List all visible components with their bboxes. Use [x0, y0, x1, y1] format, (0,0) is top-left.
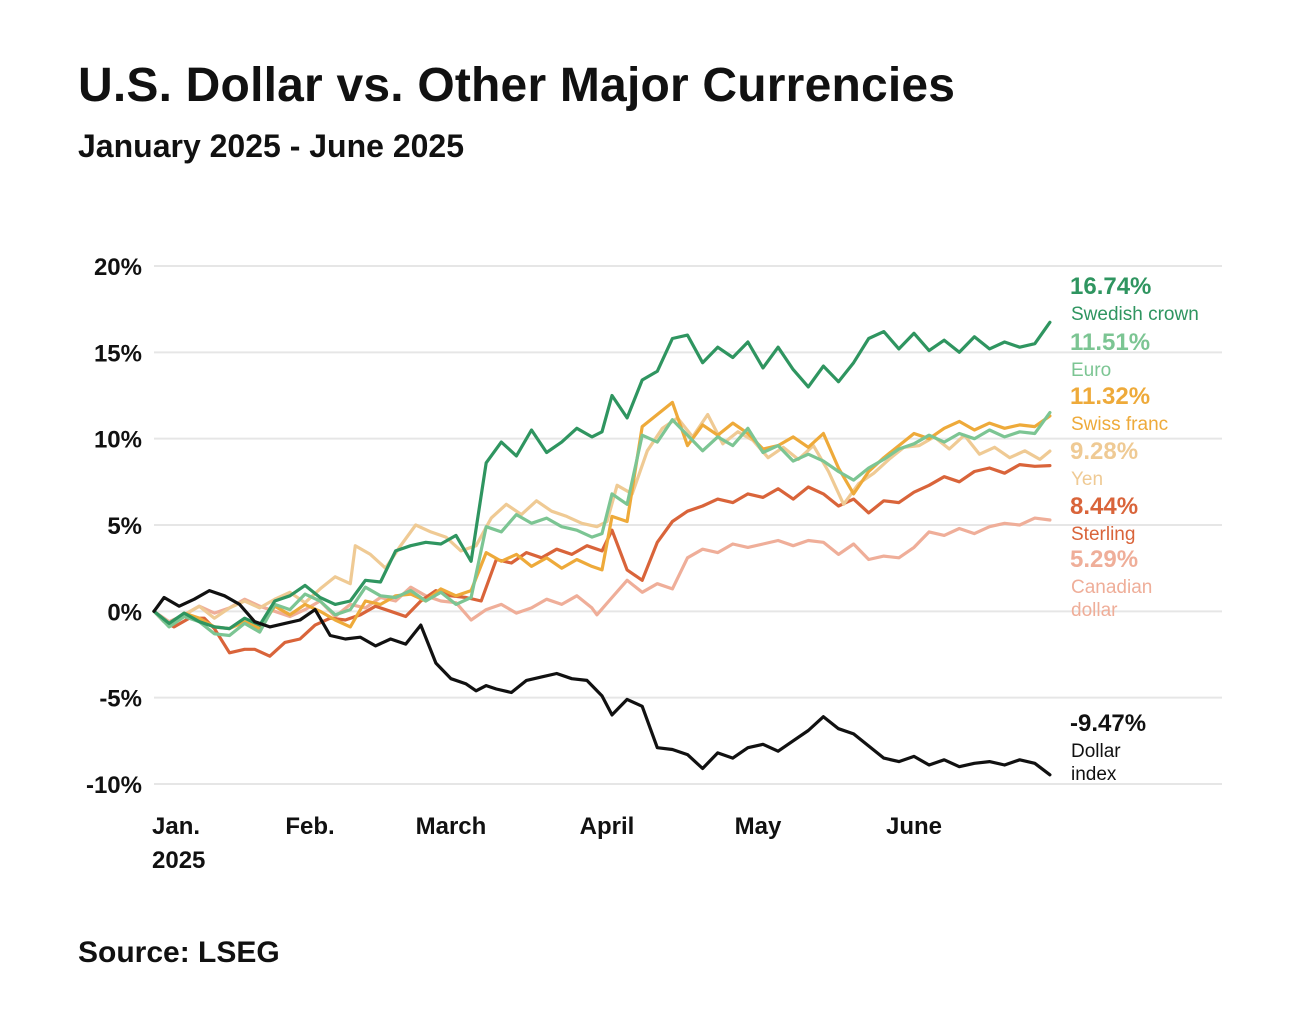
series-line-swedish-crown [152, 320, 1052, 631]
end-value-canadian-dollar: 5.29% [1070, 546, 1138, 573]
chart-title: U.S. Dollar vs. Other Major Currencies [78, 59, 956, 112]
series-name-canadian-dollar: Canadian [1071, 577, 1152, 598]
series-name-canadian-dollar: dollar [1071, 600, 1118, 621]
end-value-yen: 9.28% [1070, 438, 1138, 465]
end-value-sterling: 8.44% [1070, 493, 1138, 520]
series-line-dollar-index [152, 588, 1052, 777]
series-name-sterling: Sterling [1071, 524, 1135, 545]
y-tick-label: 15% [94, 340, 142, 367]
end-value-dollar-index: -9.47% [1070, 710, 1146, 737]
source-note: Source: LSEG [78, 936, 280, 969]
series-name-swedish-crown: Swedish crown [1071, 304, 1199, 325]
series-line-swiss-franc [152, 400, 1052, 631]
series-lines [152, 320, 1052, 777]
gridlines [154, 265, 1222, 785]
series-line-sterling [152, 463, 1052, 658]
x-tick-label: Jan. [152, 813, 200, 840]
end-value-swedish-crown: 16.74% [1070, 273, 1151, 300]
series-name-dollar-index: Dollar [1071, 741, 1121, 762]
series-line-euro [152, 411, 1052, 638]
series-name-dollar-index: index [1071, 764, 1117, 785]
y-tick-label: 20% [94, 254, 142, 281]
x-tick-label: Feb. [285, 813, 334, 840]
y-tick-label: -10% [86, 772, 142, 799]
y-tick-label: 0% [107, 599, 142, 626]
x-tick-label: June [886, 813, 942, 840]
y-tick-label: -5% [99, 686, 142, 713]
chart-subtitle: January 2025 - June 2025 [78, 128, 465, 164]
series-name-euro: Euro [1071, 360, 1111, 381]
x-tick-label: March [416, 813, 487, 840]
x-tick-label: April [580, 813, 635, 840]
y-axis-labels: 20% 15% 10% 5% 0% -5% -10% [86, 254, 142, 799]
end-value-swiss-franc: 11.32% [1070, 383, 1150, 410]
end-value-euro: 11.51% [1070, 329, 1150, 356]
series-line-canadian-dollar [152, 516, 1052, 624]
y-tick-label: 5% [107, 513, 142, 540]
x-tick-label: 2025 [152, 847, 205, 874]
series-name-swiss-franc: Swiss franc [1071, 414, 1168, 435]
series-line-yen [152, 412, 1052, 626]
x-axis-labels: Jan. 2025 Feb. March April May June [152, 813, 942, 874]
y-tick-label: 10% [94, 427, 142, 454]
x-tick-label: May [735, 813, 782, 840]
series-name-yen: Yen [1071, 469, 1103, 490]
